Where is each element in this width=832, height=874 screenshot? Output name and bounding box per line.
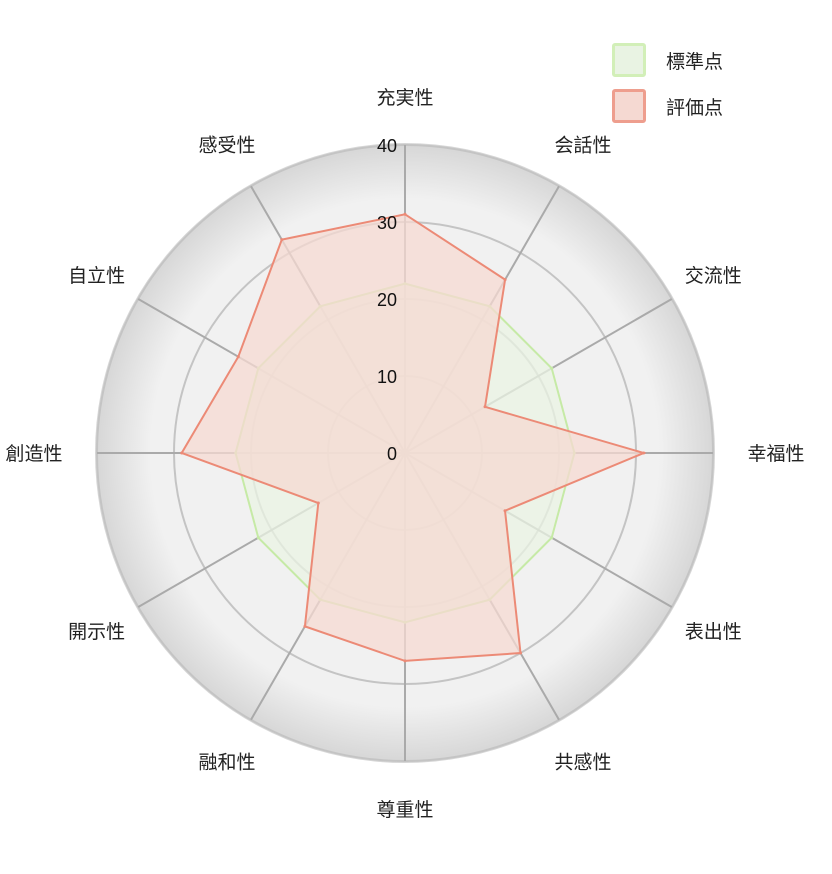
legend-label: 標準点 xyxy=(666,50,724,73)
data-point xyxy=(403,212,407,216)
axis-label: 表出性 xyxy=(685,621,742,643)
data-point xyxy=(550,366,554,370)
tick-label: 10 xyxy=(377,367,397,387)
axis-label: 創造性 xyxy=(5,443,62,465)
tick-label: 20 xyxy=(377,290,397,310)
data-point xyxy=(236,355,240,359)
tick-label: 40 xyxy=(377,136,397,156)
axis-label: 自立性 xyxy=(68,265,125,287)
data-point xyxy=(256,536,260,540)
tick-label: 30 xyxy=(377,213,397,233)
data-point xyxy=(519,651,522,655)
axis-label: 会話性 xyxy=(554,135,611,157)
legend-swatch-evaluation xyxy=(612,89,646,123)
data-point xyxy=(503,278,507,282)
axis-label: 開示性 xyxy=(68,621,125,643)
legend-item-evaluation[interactable]: 評価点 xyxy=(612,86,723,126)
tick-label: 0 xyxy=(387,444,397,464)
data-point xyxy=(303,624,307,628)
data-point xyxy=(642,451,646,455)
legend-label: 評価点 xyxy=(666,96,724,119)
legend-item-standard[interactable]: 標準点 xyxy=(612,40,723,80)
legend: 標準点 評価点 xyxy=(612,40,723,132)
axis-label: 共感性 xyxy=(554,751,611,773)
data-point xyxy=(503,509,507,513)
axis-label: 充実性 xyxy=(376,87,433,109)
legend-swatch-standard xyxy=(612,43,646,77)
axis-label: 幸福性 xyxy=(747,443,804,465)
axis-label: 融和性 xyxy=(198,751,255,773)
data-point xyxy=(550,536,554,540)
data-point xyxy=(280,238,284,242)
axis-label: 交流性 xyxy=(685,265,742,287)
axis-label: 尊重性 xyxy=(376,799,433,821)
data-point xyxy=(403,659,407,663)
data-point xyxy=(316,501,320,505)
axis-label: 感受性 xyxy=(198,135,255,157)
data-point xyxy=(180,451,184,455)
data-point xyxy=(483,405,487,409)
